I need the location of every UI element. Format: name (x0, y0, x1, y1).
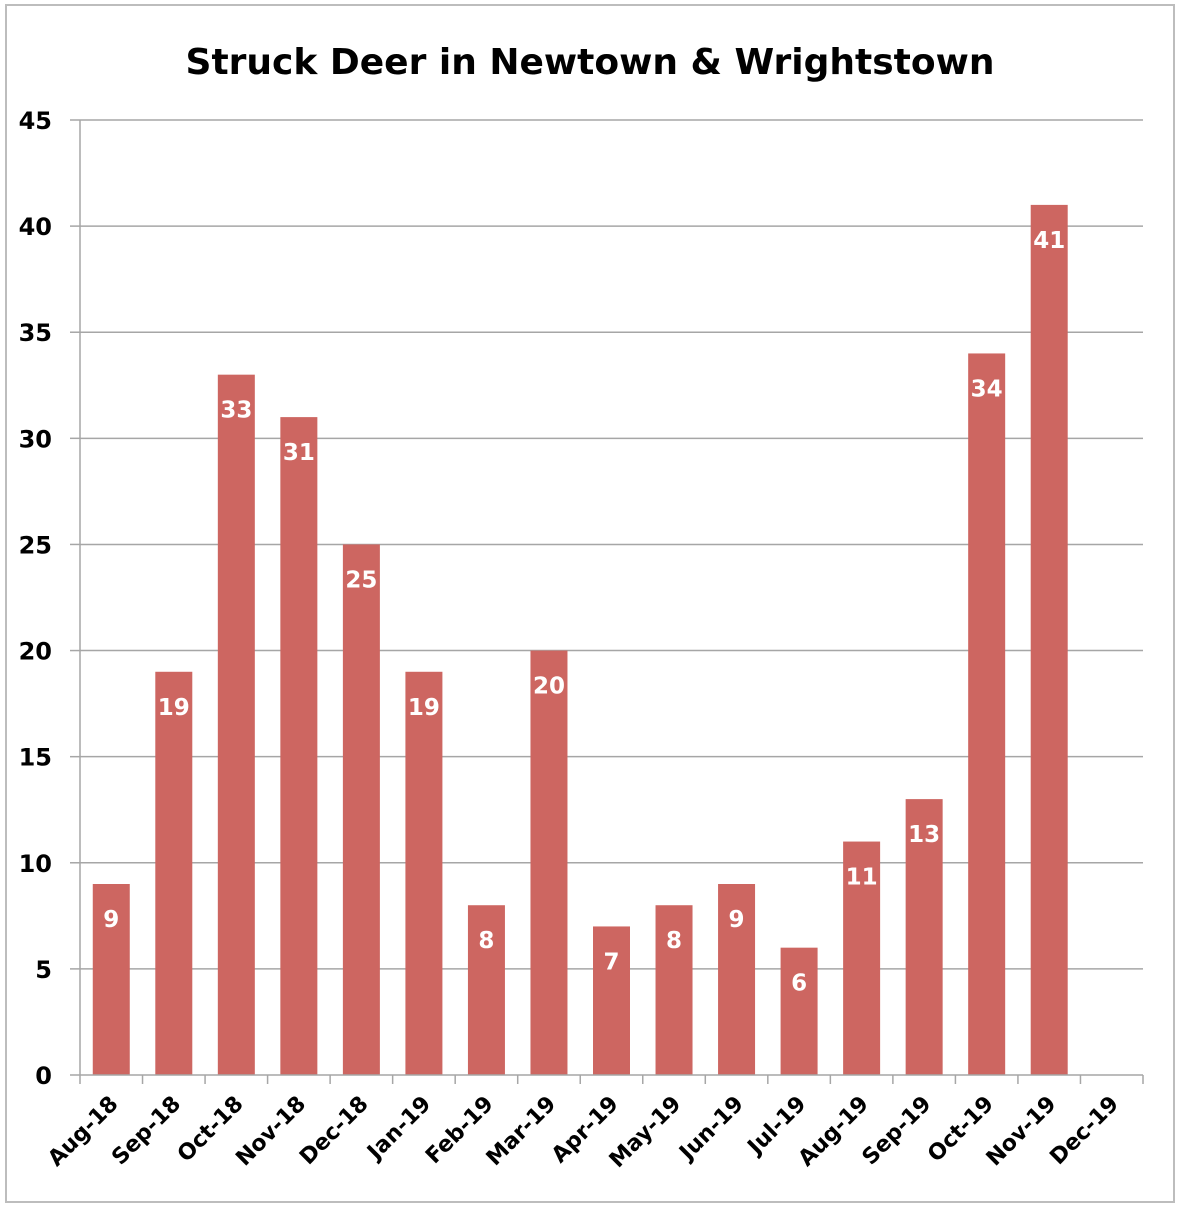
y-tick-label: 20 (19, 638, 52, 666)
y-tick-label: 5 (35, 956, 52, 984)
bar (217, 374, 255, 1076)
chart-title: Struck Deer in Newtown & Wrightstown (186, 42, 995, 83)
bar (467, 905, 505, 1075)
bar (1030, 204, 1068, 1075)
data-label: 34 (971, 376, 1003, 402)
y-tick-label: 40 (19, 213, 52, 241)
data-label: 9 (103, 907, 119, 933)
bar (843, 841, 881, 1075)
y-tick-label: 45 (19, 107, 52, 135)
bar (718, 884, 756, 1075)
data-label: 6 (791, 971, 807, 997)
bar (905, 799, 943, 1075)
data-label: 19 (158, 695, 190, 721)
bar (92, 884, 130, 1075)
y-tick-label: 0 (35, 1062, 52, 1090)
data-label: 20 (533, 674, 565, 700)
bar (530, 650, 568, 1075)
bar (155, 671, 193, 1075)
data-label: 33 (220, 398, 252, 424)
data-label: 25 (345, 567, 377, 593)
bar (342, 544, 380, 1075)
data-label: 13 (908, 822, 940, 848)
bar (968, 353, 1006, 1075)
y-tick-label: 10 (19, 850, 52, 878)
data-label: 31 (283, 440, 315, 466)
data-label: 9 (729, 907, 745, 933)
y-tick-label: 25 (19, 531, 52, 559)
data-label: 8 (478, 928, 494, 954)
bar (280, 417, 318, 1076)
bar (405, 671, 443, 1075)
bar (655, 905, 693, 1075)
y-tick-label: 35 (19, 319, 52, 347)
bar (780, 947, 818, 1075)
data-label: 8 (666, 928, 682, 954)
data-label: 19 (408, 695, 440, 721)
data-label: 7 (603, 949, 619, 975)
y-tick-label: 30 (19, 425, 52, 453)
data-label: 41 (1033, 228, 1065, 254)
y-tick-label: 15 (19, 744, 52, 772)
data-label: 11 (846, 865, 878, 891)
bar (593, 926, 630, 1075)
